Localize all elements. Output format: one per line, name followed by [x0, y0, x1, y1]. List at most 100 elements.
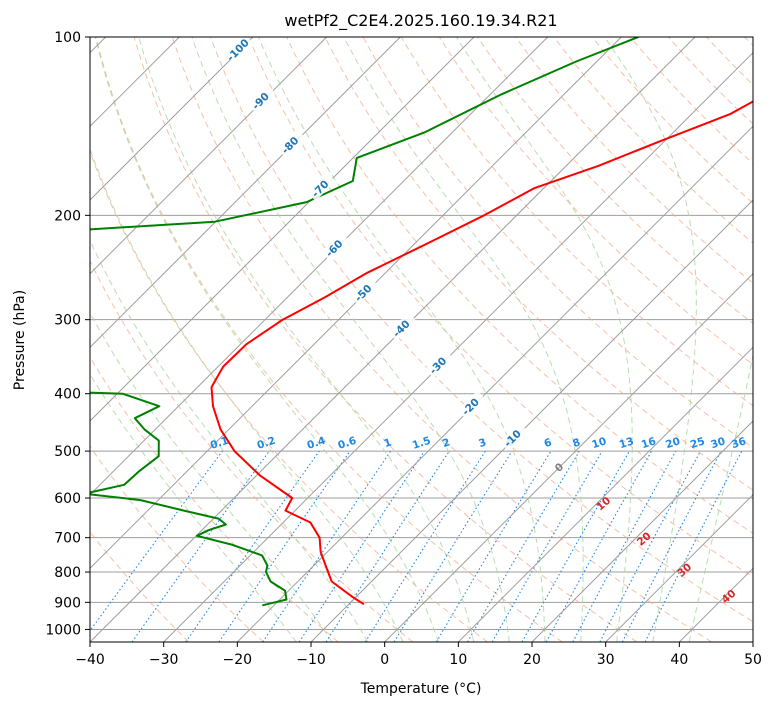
- isotherm-label-bg: [321, 232, 350, 261]
- isotherm-label-bg: [307, 172, 336, 201]
- y-axis-title: Pressure (hPa): [12, 290, 28, 390]
- isotherm: [384, 272, 753, 642]
- mixing-ratio-line: [298, 450, 425, 642]
- moist-adiabat: [138, 37, 475, 642]
- mixing-ratio-label: 6: [543, 436, 554, 450]
- dry-adiabat: [324, 37, 753, 491]
- dry-adiabat: [95, 37, 563, 642]
- isotherm: [531, 420, 753, 642]
- moist-adiabat: [455, 37, 633, 642]
- x-tick-label: −30: [149, 652, 179, 668]
- mixing-ratio-label: 16: [640, 435, 658, 451]
- x-axis-ticks: −40 −30 −20 −10 0 10 20 30 40 50: [75, 642, 762, 668]
- y-tick-label: 300: [54, 313, 81, 329]
- moist-adiabat: [257, 37, 546, 642]
- moist-adiabat: [688, 353, 753, 642]
- x-tick-label: 30: [597, 652, 615, 668]
- x-axis-title: Temperature (°C): [360, 681, 482, 697]
- isotherm-label-bg: [457, 390, 486, 419]
- isotherm: [90, 37, 549, 496]
- sounding-curves: [90, 37, 753, 607]
- mixing-ratio-lines: [90, 450, 743, 642]
- isotherm-label-bg: [350, 277, 379, 306]
- isotherm-label-bg: [247, 84, 276, 114]
- y-tick-label: 1000: [45, 622, 81, 638]
- dry-adiabat: [171, 37, 712, 642]
- moist-adiabat: [94, 37, 439, 642]
- isotherm-label-bg: [277, 129, 306, 158]
- chart-title: wetPf2_C2E4.2025.160.19.34.R21: [284, 11, 557, 31]
- mixing-ratio-label: 1: [382, 436, 393, 450]
- x-tick-label: 40: [670, 652, 688, 668]
- y-tick-label: 100: [54, 30, 81, 46]
- mixing-ratio-line: [218, 450, 351, 642]
- dry-adiabat: [400, 37, 753, 407]
- y-tick-label: 200: [54, 208, 81, 224]
- isotherm: [90, 37, 328, 275]
- mixing-ratio-line: [325, 450, 450, 642]
- mixing-ratio-label: 36: [730, 435, 748, 451]
- dry-adiabat: [90, 445, 264, 642]
- dry-adiabat: [133, 37, 638, 642]
- isotherm: [90, 37, 475, 422]
- mixing-ratio-label: 0.2: [256, 435, 277, 452]
- x-tick-label: 0: [380, 652, 389, 668]
- y-tick-label: 500: [54, 444, 81, 460]
- dry-adiabat: [515, 37, 753, 284]
- mixing-ratio-label: 2: [441, 436, 452, 450]
- x-tick-label: 50: [744, 652, 762, 668]
- isotherm: [90, 37, 622, 570]
- mixing-ratio-label: 0.4: [306, 435, 327, 452]
- mixing-ratio-label: 3: [477, 436, 488, 450]
- isotherm: [605, 493, 753, 642]
- x-tick-label: −20: [223, 652, 253, 668]
- isotherm-label-bg: [224, 37, 254, 63]
- mixing-ratio-line: [90, 450, 223, 632]
- x-tick-label: −40: [75, 652, 105, 668]
- x-tick-label: 10: [449, 652, 467, 668]
- moist-adiabat: [90, 239, 369, 642]
- mixing-ratio-line: [393, 450, 513, 642]
- moist-adiabat: [191, 37, 510, 642]
- mixing-ratio-line: [572, 450, 677, 642]
- isotherm: [90, 37, 254, 201]
- mixing-ratio-label: 10: [590, 435, 608, 451]
- y-tick-label: 800: [54, 565, 81, 581]
- dry-adiabat: [591, 37, 753, 204]
- x-tick-label: 20: [523, 652, 541, 668]
- y-tick-label: 400: [54, 387, 81, 403]
- dry-adiabat: [210, 37, 753, 623]
- y-axis-ticks: 100 200 300 400 500 600 700 800 900 1000: [45, 30, 90, 638]
- moist-adiabat: [90, 373, 297, 642]
- moist-adiabat: [604, 37, 697, 642]
- mixing-ratio-label: 30: [709, 435, 727, 451]
- mixing-ratio-line: [545, 450, 653, 642]
- isotherm: [90, 37, 696, 642]
- isotherm: [457, 346, 753, 642]
- plot-area: 0.10.20.40.611.52346810131620253036-100-…: [90, 37, 753, 642]
- moist-adiabats: [90, 37, 753, 642]
- moist-adiabat: [90, 311, 333, 642]
- isotherm-label-bg: [424, 349, 454, 378]
- mixing-ratio-label: 8: [571, 436, 582, 450]
- mixing-ratio-label: 0.6: [336, 435, 357, 452]
- dewpoint-curve: [90, 37, 640, 607]
- dry-adiabat: [629, 37, 753, 165]
- mixing-ratio-line: [262, 450, 392, 642]
- y-tick-label: 600: [54, 491, 81, 507]
- moist-adiabat: [343, 37, 584, 642]
- isotherm-label-bg: [499, 422, 528, 451]
- mixing-ratio-label: 1.5: [411, 435, 432, 452]
- mixing-ratio-line: [644, 450, 743, 642]
- y-tick-label: 900: [54, 595, 81, 611]
- mixing-ratio-label: 20: [664, 435, 682, 451]
- moist-adiabat: [90, 147, 404, 642]
- temperature-curve: [210, 100, 753, 605]
- isotherm-label-bg: [388, 312, 417, 341]
- mixing-ratio-line: [521, 450, 630, 642]
- mixing-ratio-label: 25: [689, 435, 707, 451]
- mixing-ratio-line: [131, 450, 270, 642]
- isotherm: [236, 125, 753, 642]
